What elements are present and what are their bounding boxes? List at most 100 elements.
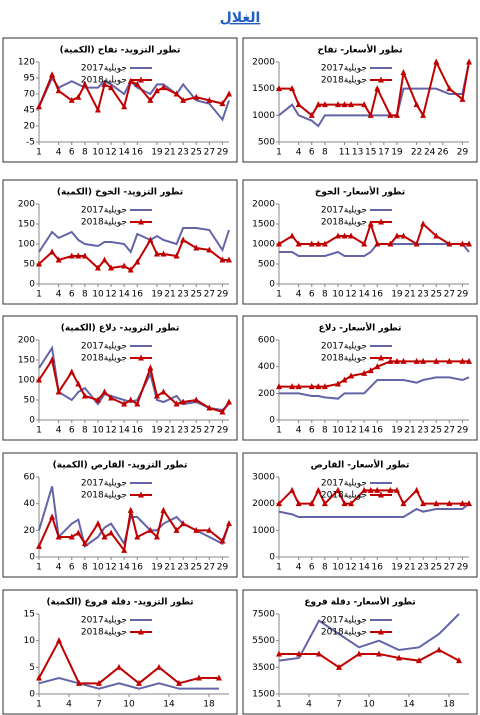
point-marker [94, 520, 101, 527]
chart-title: تطور التزويد- الخوخ (الكمية) [57, 188, 183, 198]
point-marker [387, 486, 394, 493]
legend-label: جويلية2018 [321, 218, 367, 228]
x-tick-label: 4 [306, 700, 312, 710]
x-tick-label: 4 [296, 290, 302, 300]
y-tick-label: 3500 [252, 663, 275, 673]
point-marker [413, 101, 420, 108]
point-marker [36, 376, 42, 383]
x-tick-label: 12 [345, 290, 356, 300]
y-tick-label: 60 [24, 473, 36, 483]
y-tick-label: 2000 [252, 200, 275, 210]
point-marker [156, 663, 162, 670]
point-marker [219, 408, 226, 415]
point-marker [81, 392, 88, 399]
x-tick-label: 12 [105, 290, 116, 300]
point-marker [160, 250, 167, 257]
series-line [38, 227, 230, 254]
series-line [38, 638, 219, 685]
x-tick-label: 25 [431, 290, 442, 300]
point-marker [446, 500, 453, 507]
x-tick-label: 23 [177, 563, 188, 573]
point-marker [101, 256, 108, 263]
y-tick-label: 7500 [252, 610, 275, 620]
x-tick-label: 8 [82, 563, 88, 573]
y-tick-label: 0 [269, 553, 275, 563]
point-marker [127, 266, 134, 273]
point-marker [121, 262, 128, 269]
legend-label: جويلية2018 [321, 76, 367, 86]
point-marker [75, 93, 82, 100]
x-tick-label: 4 [56, 563, 62, 573]
point-marker [160, 506, 167, 513]
series-line [38, 676, 219, 690]
x-tick-label: 4 [56, 426, 62, 436]
x-tick-label: 26 [437, 148, 449, 158]
y-tick-label: 0 [269, 280, 275, 290]
point-marker [374, 486, 381, 493]
point-marker [321, 500, 328, 507]
y-tick-label: -5 [26, 138, 35, 148]
y-tick-label: 500 [258, 260, 275, 270]
point-marker [321, 383, 328, 390]
x-tick-label: 8 [322, 426, 328, 436]
x-tick-label: 29 [457, 563, 469, 573]
x-tick-label: 14 [163, 700, 175, 710]
point-marker [160, 84, 167, 91]
point-marker [436, 646, 442, 653]
point-marker [193, 396, 200, 403]
x-tick-label: 10 [92, 563, 104, 573]
point-marker [206, 526, 213, 533]
x-tick-label: 10 [363, 700, 375, 710]
x-tick-label: 29 [217, 290, 229, 300]
chart-title: تطور الأسعار- دلاع [319, 322, 402, 334]
y-tick-label: 5 [29, 663, 35, 673]
legend-marker [138, 76, 144, 83]
x-tick-label: 14 [118, 563, 130, 573]
point-marker [456, 657, 462, 664]
x-tick-label: 8 [322, 563, 328, 573]
x-tick-label: 25 [431, 426, 442, 436]
point-marker [308, 383, 315, 390]
point-marker [295, 101, 302, 108]
x-tick-label: 14 [358, 426, 370, 436]
legend-marker [378, 628, 384, 635]
point-marker [81, 252, 88, 259]
point-marker [173, 400, 180, 407]
point-marker [153, 392, 160, 399]
y-tick-label: 1000 [252, 111, 275, 121]
x-tick-label: 6 [69, 563, 75, 573]
point-marker [361, 369, 368, 376]
point-marker [341, 101, 348, 108]
point-marker [68, 252, 75, 259]
point-marker [206, 404, 213, 411]
point-marker [466, 58, 472, 65]
x-tick-label: 8 [82, 426, 88, 436]
point-marker [219, 537, 226, 544]
x-tick-label: 22 [411, 148, 422, 158]
x-tick-label: 6 [69, 426, 75, 436]
point-marker [180, 520, 187, 527]
point-marker [341, 376, 348, 383]
point-marker [446, 85, 453, 92]
point-marker [108, 529, 115, 536]
point-marker [420, 220, 427, 227]
point-marker [121, 103, 128, 110]
x-tick-label: 12 [345, 426, 356, 436]
point-marker [400, 69, 407, 76]
point-marker [226, 520, 232, 527]
point-marker [134, 80, 141, 87]
point-marker [321, 240, 328, 247]
y-tick-label: 1000 [252, 526, 275, 536]
point-marker [94, 396, 101, 403]
x-tick-label: 8 [82, 148, 88, 158]
x-tick-label: 21 [164, 290, 175, 300]
x-tick-label: 27 [444, 563, 455, 573]
point-marker [206, 96, 213, 103]
legend-label: جويلية2017 [321, 616, 367, 626]
x-tick-label: 8 [82, 290, 88, 300]
x-tick-label: 10 [332, 426, 344, 436]
point-marker [55, 388, 62, 395]
point-marker [81, 80, 88, 87]
x-tick-label: 12 [105, 426, 116, 436]
point-marker [121, 546, 128, 553]
